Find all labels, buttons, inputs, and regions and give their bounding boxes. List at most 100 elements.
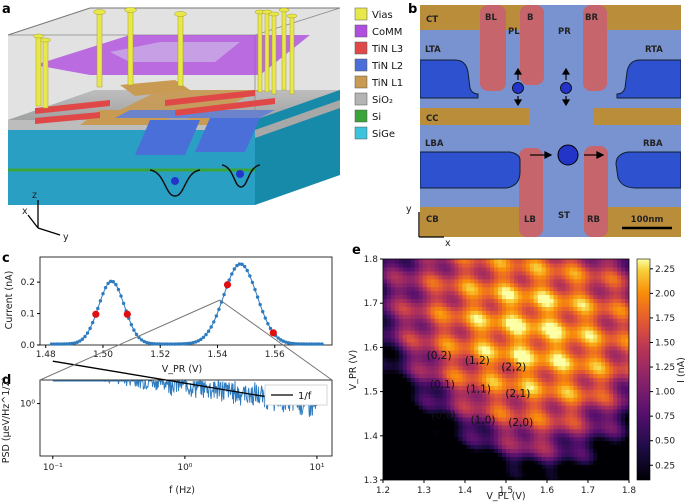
heatmap-cell [446,282,452,288]
heatmap-cell [565,310,571,315]
heatmap-cell [446,468,452,473]
heatmap-cell [529,424,535,430]
heatmap-cell [398,452,404,457]
heatmap-cell [426,270,432,276]
heatmap-cell [390,440,396,446]
heatmap-cell [474,456,479,461]
heatmap-cell [529,401,535,406]
heatmap-cell [422,428,428,434]
heatmap-cell [474,361,479,367]
heatmap-cell [418,412,424,418]
heatmap-cell [466,385,471,390]
heatmap-cell [486,420,491,426]
heatmap-cell [466,472,471,477]
heatmap-cell [597,476,602,480]
heatmap-cell [454,262,459,268]
data-point [188,341,193,345]
heatmap-cell [609,353,614,359]
heatmap-cell [557,416,563,422]
heatmap-cell [498,290,503,296]
heatmap-cell [430,416,436,422]
heatmap-cell [621,420,626,426]
heatmap-cell [537,314,543,319]
heatmap-cell [466,310,471,315]
heatmap-cell [549,345,555,351]
heatmap-cell [394,294,400,300]
heatmap-cell [513,468,519,473]
heatmap-cell [537,274,543,280]
heatmap-cell [458,262,463,268]
heatmap-cell [561,330,567,335]
heatmap-cell [573,310,579,315]
heatmap-cell [478,266,483,272]
heatmap-cell [577,282,582,288]
y-tick-label: 1.8 [364,255,379,265]
heatmap-cell [561,314,567,319]
data-point [157,342,162,346]
heatmap-cell [426,333,432,339]
heatmap-cell [406,397,412,402]
heatmap-cell [529,440,535,446]
x-tick-label: 1.50 [93,350,113,360]
heatmap-cell [506,357,511,363]
heatmap-cell [398,405,404,410]
heatmap-cell [521,337,527,343]
heatmap-cell [605,314,610,319]
heatmap-cell [569,298,575,304]
heatmap-cell [617,345,622,351]
heatmap-cell [383,290,388,296]
heatmap-cell [561,464,567,469]
heatmap-cell [585,357,590,363]
heatmap-cell [605,369,610,375]
heatmap-cell [541,330,547,335]
heatmap-cell [390,357,396,363]
heatmap-cell [557,456,563,461]
heatmap-cell [466,330,471,335]
heatmap-cell [525,349,531,355]
heatmap-cell [434,302,440,307]
heatmap-cell [601,314,606,319]
heatmap-cell [426,262,432,268]
heatmap-cell [625,345,629,351]
heatmap-cell [498,306,503,311]
heatmap-cell [418,373,424,378]
heatmap-cell [506,294,511,300]
heatmap-cell [450,393,456,398]
heatmap-cell [593,373,598,378]
heatmap-cell [422,294,428,300]
heatmap-cell [494,393,499,398]
heatmap-cell [406,318,412,323]
heatmap-cell [426,412,432,418]
heatmap-cell [422,468,428,473]
heatmap-cell [506,278,511,284]
heatmap-cell [581,357,586,363]
heatmap-cell [573,377,579,382]
heatmap-cell [402,460,408,465]
heatmap-cell [525,464,531,469]
heatmap-cell [601,393,606,398]
heatmap-cell [506,333,511,339]
heatmap-cell [509,385,515,390]
heatmap-cell [383,448,388,453]
heatmap-cell [601,468,606,473]
heatmap-cell [625,452,629,457]
heatmap-cell [406,306,412,311]
heatmap-cell [609,460,614,465]
electron-dot [236,170,244,178]
heatmap-cell [454,428,459,434]
heatmap-cell [502,306,507,311]
heatmap-cell [569,278,575,284]
heatmap-cell [597,373,602,378]
heatmap-cell [509,266,515,272]
heatmap-cell [569,432,575,438]
heatmap-cell [450,397,456,402]
heatmap-cell [502,476,507,480]
heatmap-cell [565,460,571,465]
heatmap-cell [541,373,547,378]
heatmap-cell [390,326,396,331]
heatmap-cell [442,432,448,438]
heatmap-cell [625,424,629,430]
heatmap-cell [474,452,479,457]
heatmap-cell [486,460,491,465]
heatmap-cell [490,408,495,414]
